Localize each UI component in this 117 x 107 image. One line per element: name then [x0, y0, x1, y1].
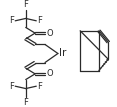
Text: F: F: [23, 0, 28, 9]
Text: F: F: [23, 98, 28, 107]
Text: F: F: [9, 82, 14, 91]
Text: F: F: [37, 82, 42, 91]
Text: Ir: Ir: [59, 48, 66, 59]
Text: O: O: [47, 69, 53, 78]
Text: F: F: [37, 16, 42, 25]
Text: O: O: [47, 29, 53, 38]
Text: F: F: [9, 16, 14, 25]
